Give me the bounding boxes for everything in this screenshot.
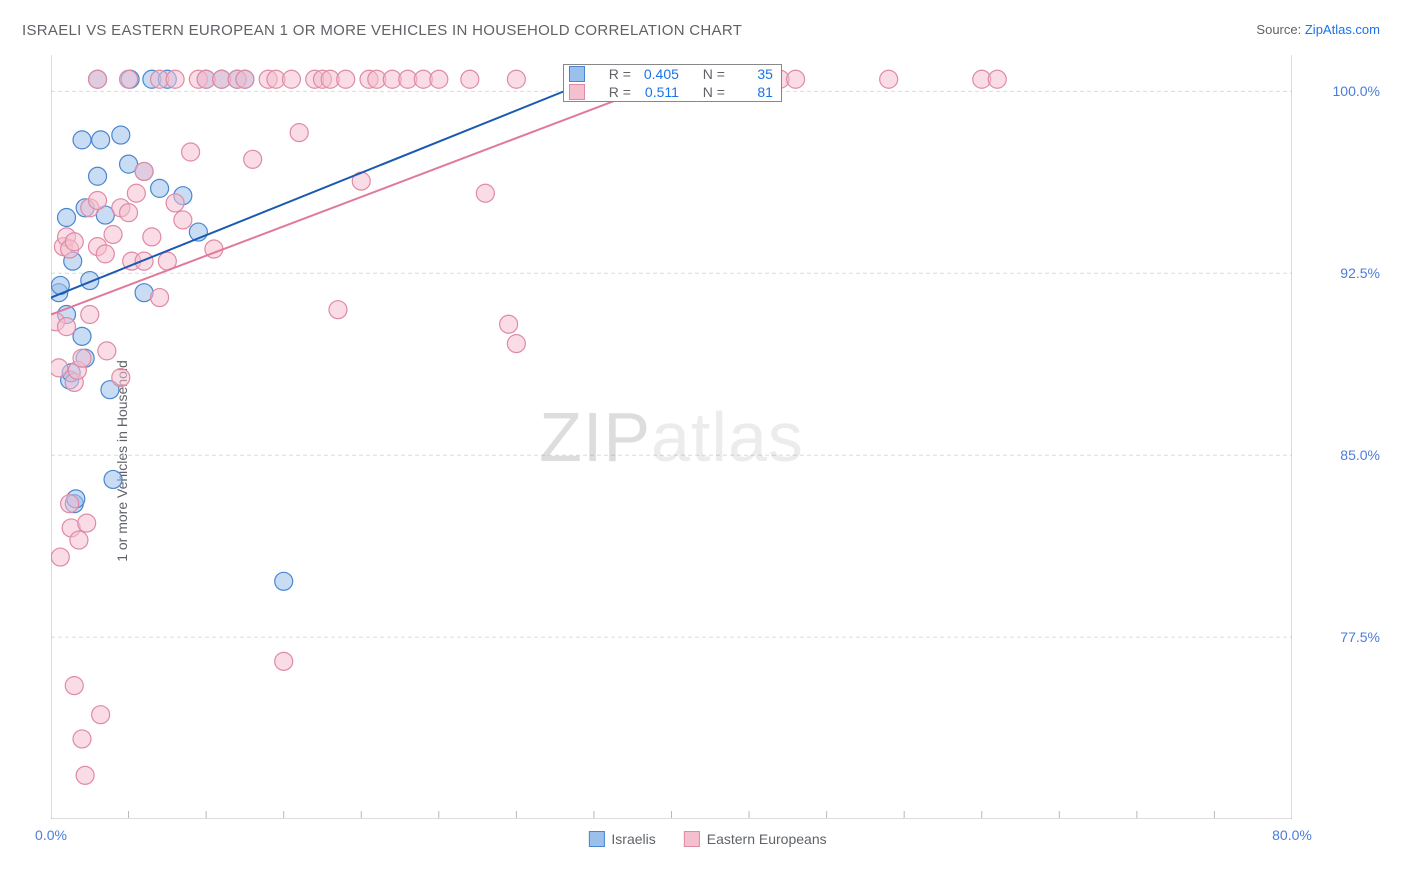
chart-title: ISRAELI VS EASTERN EUROPEAN 1 OR MORE VE…: [22, 22, 742, 39]
legend-swatch: [588, 831, 604, 847]
y-tick-label: 92.5%: [1300, 265, 1380, 281]
x-tick-label: 0.0%: [35, 827, 67, 843]
stat-n-label: N =: [687, 66, 725, 82]
stat-swatch: [569, 84, 585, 100]
y-tick-label: 100.0%: [1300, 83, 1380, 99]
series-legend: Israelis Eastern Europeans: [588, 831, 826, 847]
chart-container: 1 or more Vehicles in Household ZIPatlas…: [35, 55, 1380, 867]
source-link[interactable]: ZipAtlas.com: [1305, 22, 1380, 37]
legend-label: Eastern Europeans: [707, 831, 827, 847]
legend-swatch: [684, 831, 700, 847]
stat-row: R = 0.511 N = 81: [564, 83, 781, 101]
source-attribution: Source: ZipAtlas.com: [1256, 22, 1380, 37]
source-label: Source:: [1256, 22, 1301, 37]
stat-r-label: R =: [593, 84, 631, 100]
plot-area: ZIPatlas R =0.405N =35R =0.511N =81 77.5…: [51, 55, 1292, 819]
legend-item: Eastern Europeans: [684, 831, 827, 847]
x-tick-label: 80.0%: [1272, 827, 1312, 843]
stat-n-value: 81: [733, 84, 773, 100]
y-tick-label: 85.0%: [1300, 447, 1380, 463]
correlation-stats-box: R = 0.405 N = 35 R = 0.511 N = 81: [563, 64, 782, 102]
y-tick-label: 77.5%: [1300, 629, 1380, 645]
legend-item: Israelis: [588, 831, 655, 847]
stat-n-label: N =: [687, 84, 725, 100]
stat-r-value: 0.405: [639, 66, 679, 82]
stat-r-value: 0.511: [639, 84, 679, 100]
scatter-plot-svg: [51, 55, 1292, 819]
stat-swatch: [569, 66, 585, 82]
stat-row: R = 0.405 N = 35: [564, 65, 781, 83]
stat-n-value: 35: [733, 66, 773, 82]
legend-label: Israelis: [611, 831, 655, 847]
stat-r-label: R =: [593, 66, 631, 82]
